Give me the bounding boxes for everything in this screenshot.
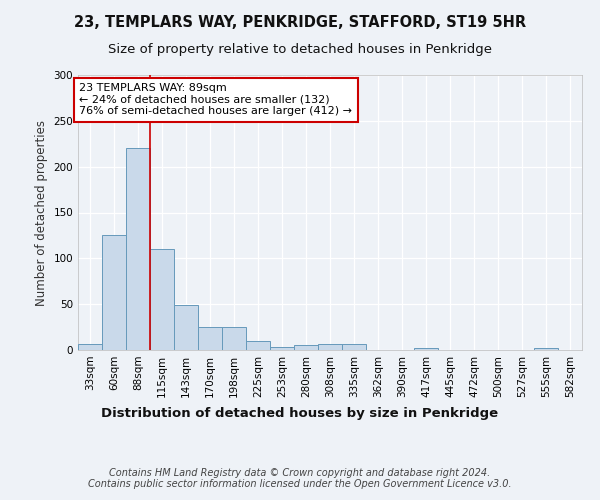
Bar	[150, 249, 174, 350]
Bar	[222, 327, 246, 350]
Bar	[270, 348, 294, 350]
Bar	[342, 344, 366, 350]
Bar	[294, 346, 318, 350]
Y-axis label: Number of detached properties: Number of detached properties	[35, 120, 48, 306]
Bar	[246, 341, 270, 350]
Bar	[414, 348, 438, 350]
Bar	[174, 305, 198, 350]
Bar	[78, 344, 102, 350]
Text: 23 TEMPLARS WAY: 89sqm
← 24% of detached houses are smaller (132)
76% of semi-de: 23 TEMPLARS WAY: 89sqm ← 24% of detached…	[79, 83, 352, 116]
Text: Size of property relative to detached houses in Penkridge: Size of property relative to detached ho…	[108, 42, 492, 56]
Bar	[102, 236, 126, 350]
Text: Distribution of detached houses by size in Penkridge: Distribution of detached houses by size …	[101, 408, 499, 420]
Bar	[318, 344, 342, 350]
Text: Contains HM Land Registry data © Crown copyright and database right 2024.
Contai: Contains HM Land Registry data © Crown c…	[88, 468, 512, 489]
Bar	[534, 348, 558, 350]
Bar	[126, 148, 150, 350]
Bar	[198, 327, 222, 350]
Text: 23, TEMPLARS WAY, PENKRIDGE, STAFFORD, ST19 5HR: 23, TEMPLARS WAY, PENKRIDGE, STAFFORD, S…	[74, 15, 526, 30]
